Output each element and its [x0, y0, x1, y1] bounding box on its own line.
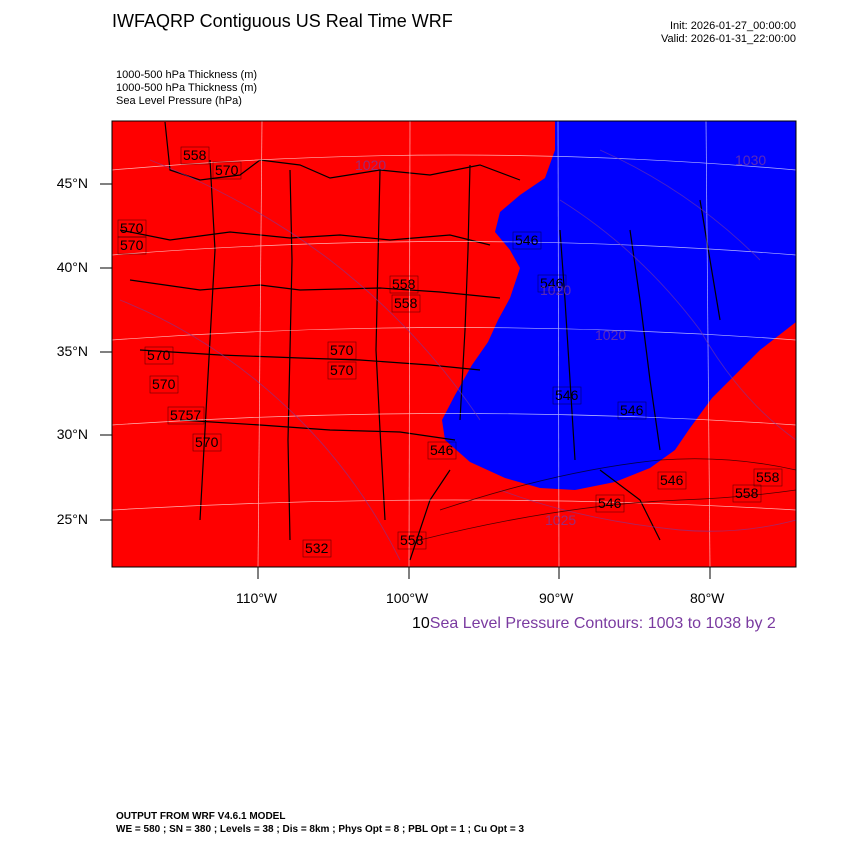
valid-time: Valid: 2026-01-31_22:00:00 [661, 33, 796, 45]
thickness-contour-label: 570 [327, 361, 357, 380]
thickness-contour-label: 558 [732, 484, 762, 503]
thickness-contour-label: 546 [657, 471, 687, 490]
svg-text:1020: 1020 [355, 157, 386, 173]
svg-text:546: 546 [515, 232, 539, 248]
svg-text:570: 570 [330, 342, 354, 358]
thickness-labels: 5705705705705705705757570570558558546546… [117, 146, 783, 558]
svg-text:546: 546 [555, 387, 579, 403]
svg-text:1025: 1025 [545, 512, 576, 528]
thickness-contour-label: 570 [117, 236, 147, 255]
pressure-contour-label: 1020 [355, 157, 386, 173]
lon-label-110w: 110°W [236, 590, 278, 606]
lat-label-25n: 25°N [56, 511, 88, 527]
field-label-thickness-2: 1000-500 hPa Thickness (m) [116, 82, 258, 94]
lat-label-40n: 40°N [56, 259, 88, 275]
pressure-contour-label: 1025 [545, 512, 576, 528]
lat-label-30n: 30°N [56, 426, 88, 442]
svg-text:570: 570 [330, 362, 354, 378]
pressure-contour-label: 1030 [735, 152, 766, 168]
svg-text:570: 570 [215, 162, 239, 178]
svg-text:570: 570 [152, 376, 176, 392]
field-label-thickness: 1000-500 hPa Thickness (m) [116, 69, 258, 81]
svg-text:570: 570 [195, 434, 219, 450]
contour-note-lead: 10 [412, 615, 430, 632]
svg-text:546: 546 [620, 402, 644, 418]
svg-text:546: 546 [430, 442, 454, 458]
thickness-contour-label: 570 [327, 341, 357, 360]
svg-text:558: 558 [183, 147, 207, 163]
svg-text:1020: 1020 [595, 327, 626, 343]
thickness-contour-label: 546 [617, 401, 647, 420]
lon-label-100w: 100°W [386, 590, 429, 606]
svg-text:558: 558 [735, 485, 759, 501]
graticule [112, 121, 796, 567]
svg-text:558: 558 [756, 469, 780, 485]
svg-text:546: 546 [660, 472, 684, 488]
contour-note: 10Sea Level Pressure Contours: 1003 to 1… [412, 615, 776, 633]
thickness-contour-label: 532 [302, 539, 332, 558]
pressure-contours [119, 149, 796, 561]
lat-label-35n: 35°N [56, 343, 88, 359]
svg-text:546: 546 [598, 495, 622, 511]
pressure-labels: 1020 1030 1020 1020 1025 [355, 152, 766, 528]
svg-text:570: 570 [147, 347, 171, 363]
thickness-contour-label: 546 [512, 231, 542, 250]
svg-text:1020: 1020 [540, 282, 571, 298]
init-time: Init: 2026-01-27_00:00:00 [670, 20, 796, 32]
map-panel [112, 121, 796, 567]
thickness-contour-label: 570 [212, 161, 242, 180]
field-label-slp: Sea Level Pressure (hPa) [116, 95, 242, 107]
svg-text:558: 558 [392, 276, 416, 292]
pressure-contour-label: 1020 [595, 327, 626, 343]
state-borders [119, 121, 721, 561]
thickness-contour-label: 546 [552, 386, 582, 405]
main-title: IWFAQRP Contiguous US Real Time WRF [112, 11, 453, 31]
thickness-contour-label: 558 [389, 275, 419, 294]
thickness-contours [419, 458, 796, 541]
footer-model: OUTPUT FROM WRF V4.6.1 MODEL [116, 811, 286, 822]
thickness-contour-label: 558 [180, 146, 210, 165]
thickness-contour-label: 570 [192, 433, 222, 452]
thickness-contour-label: 546 [595, 494, 625, 513]
footer-config: WE = 580 ; SN = 380 ; Levels = 38 ; Dis … [116, 824, 525, 835]
map-frame [111, 120, 797, 568]
lon-label-80w: 80°W [690, 590, 725, 606]
svg-text:5757: 5757 [170, 407, 201, 423]
svg-text:570: 570 [120, 237, 144, 253]
svg-text:532: 532 [305, 540, 329, 556]
lon-label-90w: 90°W [539, 590, 574, 606]
svg-text:1030: 1030 [735, 152, 766, 168]
thickness-contour-label: 546 [427, 441, 457, 460]
contour-note-text: Sea Level Pressure Contours: 1003 to 103… [429, 615, 776, 632]
pressure-contour-label: 1020 [540, 282, 571, 298]
svg-text:570: 570 [120, 220, 144, 236]
svg-text:546: 546 [540, 275, 564, 291]
cold-island [485, 350, 520, 372]
lat-label-45n: 45°N [56, 175, 88, 191]
thickness-contour-label: 570 [117, 219, 147, 238]
svg-text:558: 558 [394, 295, 418, 311]
lon-ticks [257, 567, 711, 579]
svg-text:558: 558 [400, 532, 424, 548]
thickness-contour-label: 570 [149, 375, 179, 394]
thickness-contour-label: 570 [144, 346, 174, 365]
cold-region [442, 121, 796, 490]
thickness-contour-label: 546 [537, 274, 567, 293]
thickness-contour-label: 558 [397, 531, 427, 550]
thickness-contour-label: 5757 [167, 406, 205, 425]
thickness-contour-label: 558 [391, 294, 421, 313]
lat-ticks [100, 183, 112, 521]
thickness-contour-label: 558 [753, 468, 783, 487]
